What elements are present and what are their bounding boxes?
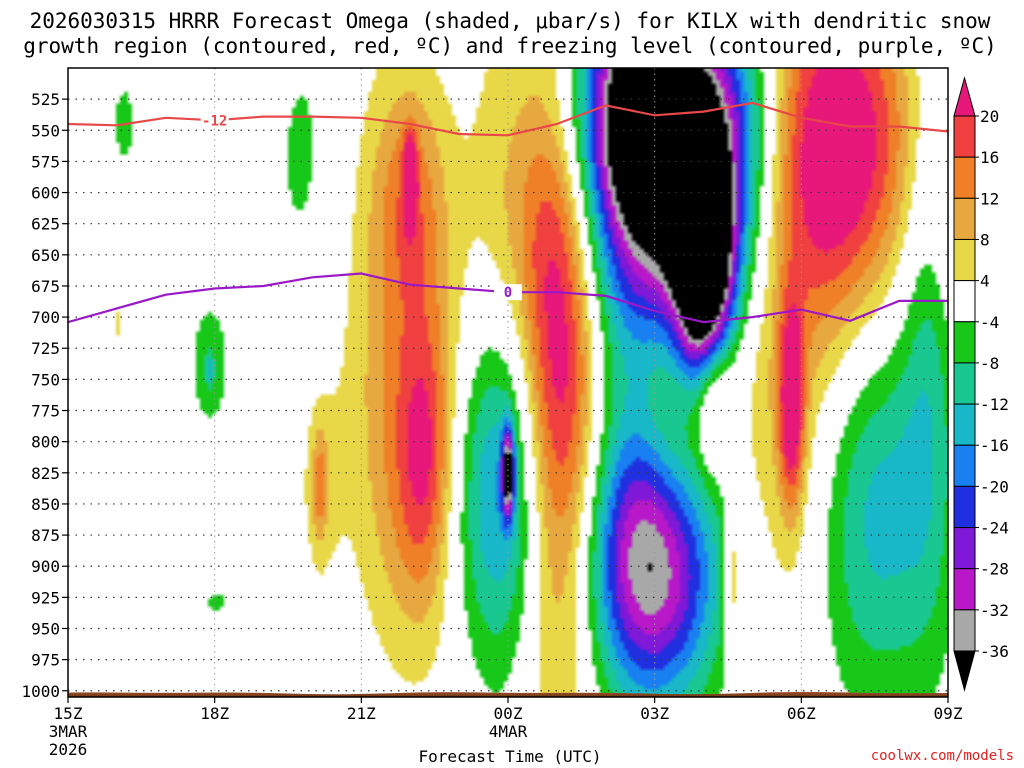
colorbar-band	[953, 238, 976, 282]
colorbar-label: -20	[980, 477, 1009, 496]
y-tick-label: 575	[31, 152, 60, 171]
colorbar-label: -16	[980, 436, 1009, 455]
y-tick-label: 1000	[21, 682, 60, 701]
chart-title-line-2: growth region (contoured, red, ºC) and f…	[23, 34, 997, 58]
freezing-level-0C-label-bg	[494, 284, 522, 301]
colorbar-label: -28	[980, 560, 1009, 579]
x-tick-label: 03Z	[640, 704, 669, 723]
x-tick-date-label: 3MAR	[49, 722, 88, 741]
y-tick-label: 850	[31, 495, 60, 514]
colorbar-band	[953, 115, 976, 158]
y-tick-label: 800	[31, 433, 60, 452]
y-tick-label: 950	[31, 619, 60, 638]
y-tick-label: 550	[31, 121, 60, 140]
x-tick-label: 21Z	[347, 704, 376, 723]
y-tick-label: 925	[31, 588, 60, 607]
colorbar-label: 8	[980, 230, 990, 249]
y-axis: 525 550 575 600 625 650 675 700 725 750 775 800 825 8…	[21, 90, 68, 701]
colorbar-label: -24	[980, 519, 1009, 538]
colorbar-label: -36	[980, 642, 1009, 661]
colorbar-band	[953, 444, 976, 487]
x-tick-date-label: 2026	[49, 740, 88, 759]
y-tick-label: 750	[31, 370, 60, 389]
colorbar-label: 12	[980, 189, 999, 208]
x-tick-label: 09Z	[934, 704, 963, 723]
y-tick-label: 525	[31, 90, 60, 109]
colorbar-label: -4	[980, 313, 999, 332]
colorbar-label: 20	[980, 107, 999, 126]
y-tick-label: 725	[31, 339, 60, 358]
dendritic-growth-minus12C-label-bg	[200, 112, 229, 129]
y-tick-label: 875	[31, 526, 60, 545]
y-tick-label: 675	[31, 277, 60, 296]
colorbar-label: -8	[980, 354, 999, 373]
freezing-level-0C-label: 0	[504, 285, 512, 301]
y-tick-label: 775	[31, 402, 60, 421]
x-tick-label: 06Z	[787, 704, 816, 723]
colorbar-band	[953, 568, 976, 611]
chart-title-line-1: 2026030315 HRRR Forecast Omega (shaded, …	[30, 9, 991, 33]
credit-text: coolwx.com/models	[871, 748, 1014, 764]
colorbar: 20 16 12 8 4 -4 -8 -12 -16 -20 -24 -28 -32 -36	[953, 76, 1009, 692]
colorbar-label: -12	[980, 395, 1009, 414]
colorbar-band	[953, 280, 976, 323]
colorbar-band	[953, 609, 976, 652]
colorbar-band	[953, 527, 976, 570]
y-tick-label: 975	[31, 651, 60, 670]
y-tick-label: 625	[31, 215, 60, 234]
y-tick-label: 900	[31, 557, 60, 576]
colorbar-band	[953, 403, 976, 446]
temperature-contours: -12 0	[68, 101, 948, 324]
colorbar-band	[953, 485, 976, 529]
y-tick-label: 650	[31, 246, 60, 265]
terrain-ground	[68, 691, 948, 697]
x-tick-date-label: 4MAR	[489, 722, 528, 741]
plot-area: -12 0	[68, 68, 948, 697]
x-tick-label: 15Z	[54, 704, 83, 723]
colorbar-band	[953, 156, 976, 199]
colorbar-label: -32	[980, 601, 1009, 620]
colorbar-label: 16	[980, 148, 999, 167]
colorbar-band	[953, 321, 976, 364]
x-tick-label: 18Z	[200, 704, 229, 723]
x-axis-label: Forecast Time (UTC)	[418, 747, 601, 766]
dendritic-growth-minus12C-label: -12	[202, 113, 227, 129]
colorbar-cap-top	[953, 76, 976, 117]
colorbar-band	[953, 197, 976, 240]
colorbar-band	[953, 362, 976, 405]
y-tick-label: 600	[31, 184, 60, 203]
gridlines	[68, 68, 948, 697]
y-tick-label: 700	[31, 308, 60, 327]
colorbar-label: 4	[980, 272, 990, 291]
colorbar-cap-bottom	[953, 650, 976, 692]
y-tick-label: 825	[31, 464, 60, 483]
x-tick-label: 00Z	[494, 704, 523, 723]
